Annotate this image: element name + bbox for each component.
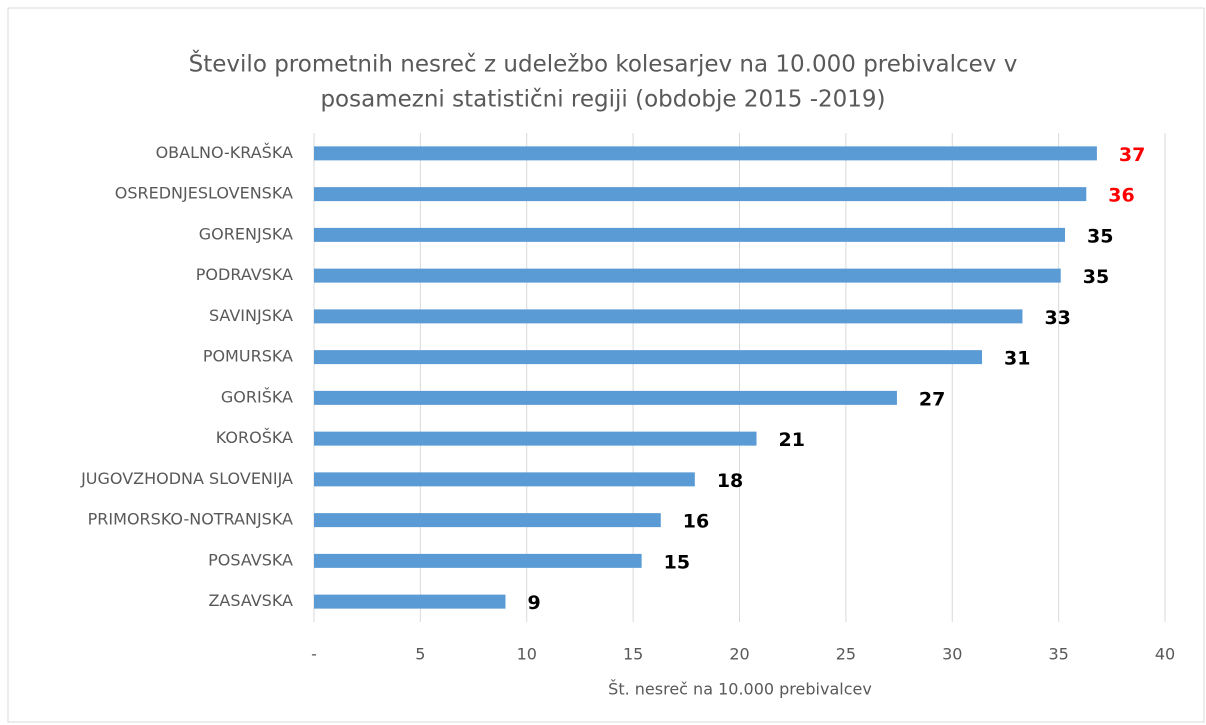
- x-axis-label: Št. nesreč na 10.000 prebivalcev: [608, 680, 872, 699]
- bar: [314, 431, 757, 446]
- x-tick-label: 5: [415, 645, 425, 664]
- y-tick-label: ZASAVSKA: [208, 591, 293, 610]
- y-tick-label: PODRAVSKA: [196, 265, 293, 284]
- data-label: 37: [1119, 144, 1145, 166]
- chart-frame: [7, 7, 1205, 723]
- x-tick-label: 30: [942, 645, 962, 664]
- y-tick-label: GORENJSKA: [199, 224, 293, 243]
- bar: [314, 309, 1023, 324]
- y-tick-label: POMURSKA: [203, 347, 293, 366]
- y-tick-label: JUGOVZHODNA SLOVENIJA: [80, 469, 293, 488]
- x-tick-label: 35: [1048, 645, 1068, 664]
- y-tick-label: OBALNO-KRAŠKA: [156, 143, 293, 162]
- data-label: 21: [779, 429, 805, 451]
- bar: [314, 594, 506, 609]
- x-tick-label: 25: [836, 645, 856, 664]
- chart-title: posamezni statistični regiji (obdobje 20…: [320, 87, 885, 113]
- bar: [314, 268, 1061, 283]
- x-tick-label: 10: [517, 645, 537, 664]
- y-tick-label: PRIMORSKO-NOTRANJSKA: [88, 510, 293, 529]
- data-label: 27: [919, 388, 945, 410]
- data-label: 9: [527, 592, 540, 614]
- data-label: 16: [683, 511, 709, 533]
- bar: [314, 187, 1087, 202]
- y-tick-label: GORIŠKA: [221, 387, 293, 406]
- data-label: 35: [1087, 225, 1113, 247]
- data-label: 31: [1004, 348, 1030, 370]
- chart-title: Število prometnih nesreč z udeležbo kole…: [189, 50, 1018, 78]
- data-label: 35: [1083, 266, 1109, 288]
- data-label: 18: [717, 470, 743, 492]
- bar: [314, 390, 897, 405]
- bar: [314, 553, 642, 568]
- x-tick-label: 15: [623, 645, 643, 664]
- bar: [314, 350, 983, 365]
- x-tick-label: 20: [729, 645, 749, 664]
- data-label: 33: [1044, 307, 1070, 329]
- bar: [314, 513, 661, 528]
- data-label: 15: [664, 551, 690, 573]
- y-tick-label: KOROŠKA: [216, 428, 293, 447]
- bar: [314, 146, 1097, 161]
- x-tick-label: -: [311, 645, 317, 664]
- bar: [314, 472, 695, 487]
- bar: [314, 227, 1066, 242]
- y-tick-label: POSAVSKA: [208, 550, 293, 569]
- data-label: 36: [1108, 185, 1134, 207]
- x-tick-label: 40: [1155, 645, 1175, 664]
- y-tick-label: SAVINJSKA: [209, 306, 293, 325]
- y-tick-label: OSREDNJESLOVENSKA: [115, 184, 293, 203]
